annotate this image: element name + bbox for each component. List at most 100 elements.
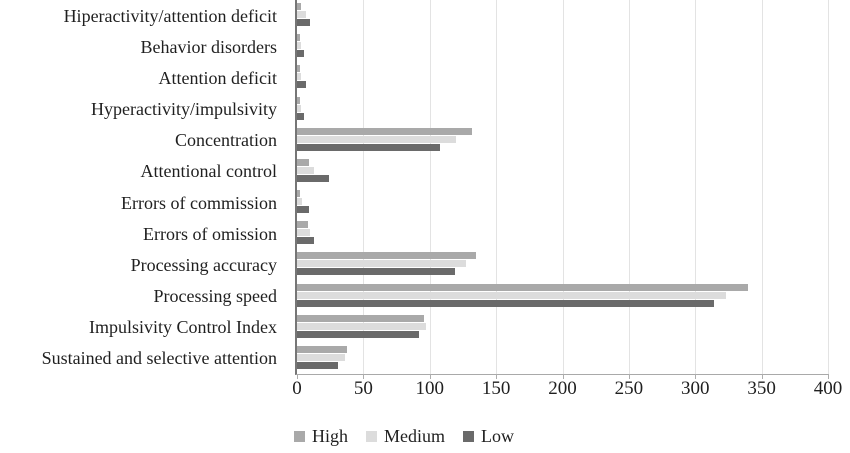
bar-high [297, 252, 477, 260]
axis-tick-mark [695, 374, 697, 379]
axis-tick-mark [628, 374, 630, 379]
bar-high [297, 190, 300, 198]
gridline [429, 0, 431, 374]
bar-low [297, 330, 420, 338]
category-row [297, 156, 828, 187]
legend-item-high: High [294, 427, 348, 445]
bar-low [297, 299, 714, 307]
category-label: Sustained and selective attention [41, 348, 277, 369]
category-label: Processing accuracy [130, 254, 277, 275]
category-label: Concentration [175, 130, 277, 151]
category-row [297, 62, 828, 93]
axis-tick-mark [297, 374, 298, 379]
category-row [297, 312, 828, 343]
bar-medium [297, 42, 301, 50]
bar-medium [297, 104, 301, 112]
x-tick-label: 350 [747, 378, 776, 399]
bar-medium [297, 322, 426, 330]
legend-label: High [312, 426, 348, 446]
bar-high [297, 3, 301, 10]
bar-medium [297, 73, 301, 81]
category-row [297, 0, 828, 31]
bar-low [297, 112, 304, 120]
category-label: Hiperactivity/attention deficit [63, 5, 277, 26]
gridline [828, 0, 829, 374]
category-label: Impulsivity Control Index [89, 317, 277, 338]
category-label: Attention deficit [158, 67, 277, 88]
category-row [297, 281, 828, 312]
bar-low [297, 268, 455, 276]
bar-low [297, 19, 311, 26]
x-tick-label: 400 [813, 378, 843, 399]
x-tick-label: 100 [415, 378, 445, 399]
legend-label: Medium [384, 426, 445, 446]
legend-swatch-low [463, 430, 474, 442]
axis-tick-mark [828, 374, 829, 379]
category-row [297, 187, 828, 218]
bar-medium [297, 291, 726, 299]
bar-low [297, 174, 329, 182]
category-row [297, 249, 828, 280]
axis-tick-mark [429, 374, 431, 379]
legend-item-medium: Medium [366, 427, 445, 445]
x-tick-label: 150 [481, 378, 511, 399]
bar-medium [297, 11, 307, 18]
axis-tick-mark [496, 374, 498, 379]
bar-high [297, 283, 749, 291]
category-label: Hyperactivity/impulsivity [91, 99, 277, 120]
bar-medium [297, 135, 457, 143]
x-tick-label: 300 [681, 378, 710, 399]
bar-medium [297, 166, 315, 174]
bar-medium [297, 260, 466, 268]
category-row [297, 218, 828, 249]
category-row [297, 125, 828, 156]
category-row [297, 31, 828, 62]
gridline [562, 0, 564, 374]
bar-high [297, 96, 300, 104]
x-tick-label: 0 [292, 378, 302, 399]
bar-rows [297, 0, 828, 374]
category-label: Processing speed [153, 286, 277, 307]
bar-high [297, 314, 425, 322]
category-labels: Hiperactivity/attention deficit Behavior … [0, 0, 288, 374]
bar-high [297, 158, 309, 166]
plot-area [295, 0, 829, 379]
legend-swatch-high [294, 430, 305, 442]
bar-low [297, 361, 339, 369]
bar-high [297, 345, 348, 353]
bar-high [297, 127, 473, 135]
bar-medium [297, 229, 311, 237]
category-row [297, 343, 828, 374]
bar-high [297, 221, 308, 229]
legend-item-low: Low [463, 427, 514, 445]
legend-swatch-medium [366, 430, 377, 442]
bar-low [297, 206, 309, 214]
bar-high [297, 65, 300, 73]
x-tick-label: 200 [548, 378, 577, 399]
bar-low [297, 81, 307, 89]
gridline [628, 0, 630, 374]
legend: High Medium Low [0, 427, 829, 445]
category-label: Behavior disorders [140, 36, 277, 57]
gridline [695, 0, 697, 374]
category-label: Errors of commission [121, 192, 277, 213]
bar-low [297, 143, 441, 151]
legend-label: Low [481, 426, 514, 446]
gridline [496, 0, 498, 374]
category-label: Errors of omission [143, 223, 277, 244]
gridline [363, 0, 365, 374]
bar-medium [297, 198, 303, 206]
axis-tick-mark [363, 374, 365, 379]
axis-tick-mark [562, 374, 564, 379]
x-axis-tick-labels: 0 50 100 150 200 250 300 350 400 [292, 378, 842, 403]
gridline [761, 0, 763, 374]
x-tick-label: 50 [353, 378, 373, 399]
bar-high [297, 34, 300, 42]
category-row [297, 94, 828, 125]
bar-medium [297, 353, 345, 361]
category-label: Attentional control [140, 161, 277, 182]
x-tick-label: 250 [614, 378, 644, 399]
axis-tick-mark [761, 374, 763, 379]
bar-low [297, 50, 304, 58]
